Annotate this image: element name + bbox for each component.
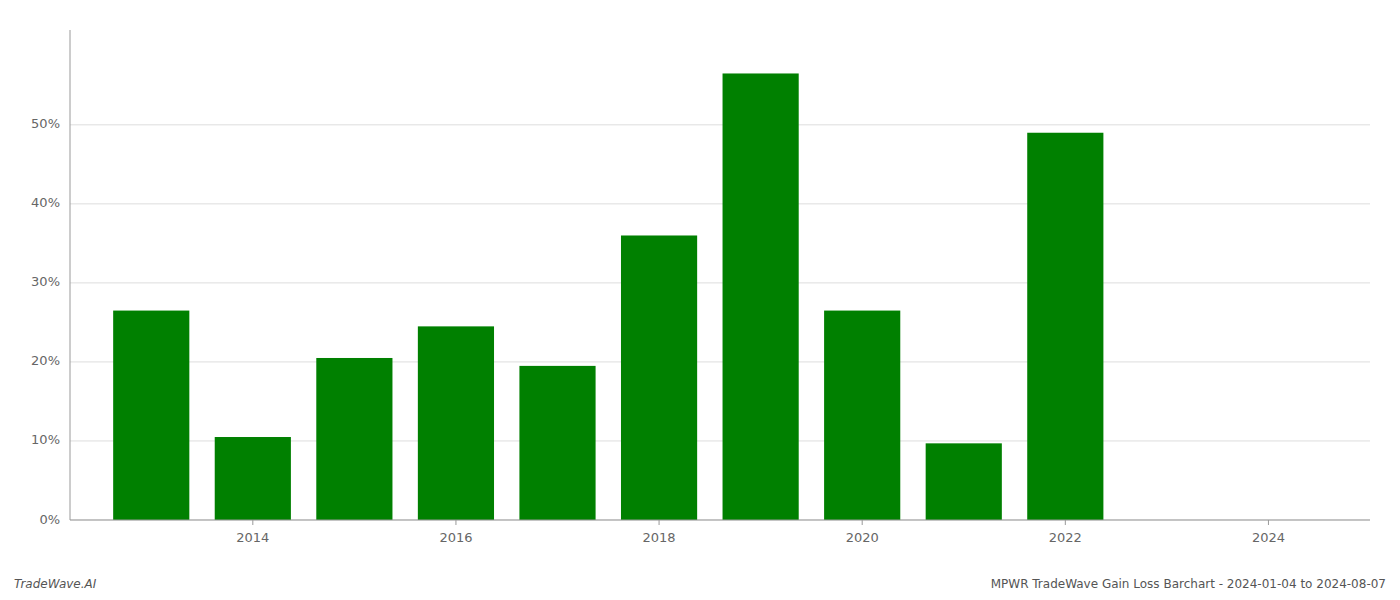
footer-right: MPWR TradeWave Gain Loss Barchart - 2024… <box>991 577 1386 591</box>
bar <box>215 437 291 520</box>
bar <box>316 358 392 520</box>
y-tick-label: 0% <box>39 512 60 527</box>
chart: 0% 10% 20% 30% 40% 50% 2014 2016 2018 2020 2022 202… <box>0 0 1400 600</box>
grid-line <box>70 361 1370 362</box>
bar <box>723 73 799 520</box>
grid <box>70 125 1370 520</box>
y-tick-label: 20% <box>31 353 60 368</box>
x-axis-line <box>70 520 1370 521</box>
bar <box>824 311 900 520</box>
grid-line <box>70 203 1370 204</box>
bar <box>113 311 189 520</box>
y-axis-line <box>70 30 71 520</box>
footer: TradeWave.AI MPWR TradeWave Gain Loss Bar… <box>14 577 1386 591</box>
x-tick <box>1065 520 1066 525</box>
y-tick-label: 40% <box>31 195 60 210</box>
x-axis: 2014 2016 2018 2020 2022 2024 <box>70 520 1370 545</box>
bar <box>621 235 697 520</box>
x-tick-label: 2024 <box>1252 530 1285 545</box>
x-tick <box>862 520 863 525</box>
grid-line <box>70 282 1370 283</box>
x-tick-label: 2014 <box>236 530 269 545</box>
x-tick <box>1268 520 1269 525</box>
y-tick-label: 50% <box>31 116 60 131</box>
x-tick-label: 2018 <box>643 530 676 545</box>
x-tick-label: 2016 <box>439 530 472 545</box>
bar <box>1027 133 1103 520</box>
grid-line <box>70 124 1370 125</box>
y-tick-label: 30% <box>31 274 60 289</box>
bar <box>519 366 595 520</box>
y-tick-label: 10% <box>31 432 60 447</box>
bars <box>113 73 1103 520</box>
x-tick <box>659 520 660 525</box>
x-tick <box>252 520 253 525</box>
x-tick-label: 2020 <box>846 530 879 545</box>
x-tick-label: 2022 <box>1049 530 1082 545</box>
grid-line <box>70 520 1370 521</box>
y-axis: 0% 10% 20% 30% 40% 50% <box>31 30 70 527</box>
x-tick <box>455 520 456 525</box>
bar <box>926 443 1002 520</box>
bar <box>418 326 494 520</box>
footer-left: TradeWave.AI <box>14 577 97 591</box>
